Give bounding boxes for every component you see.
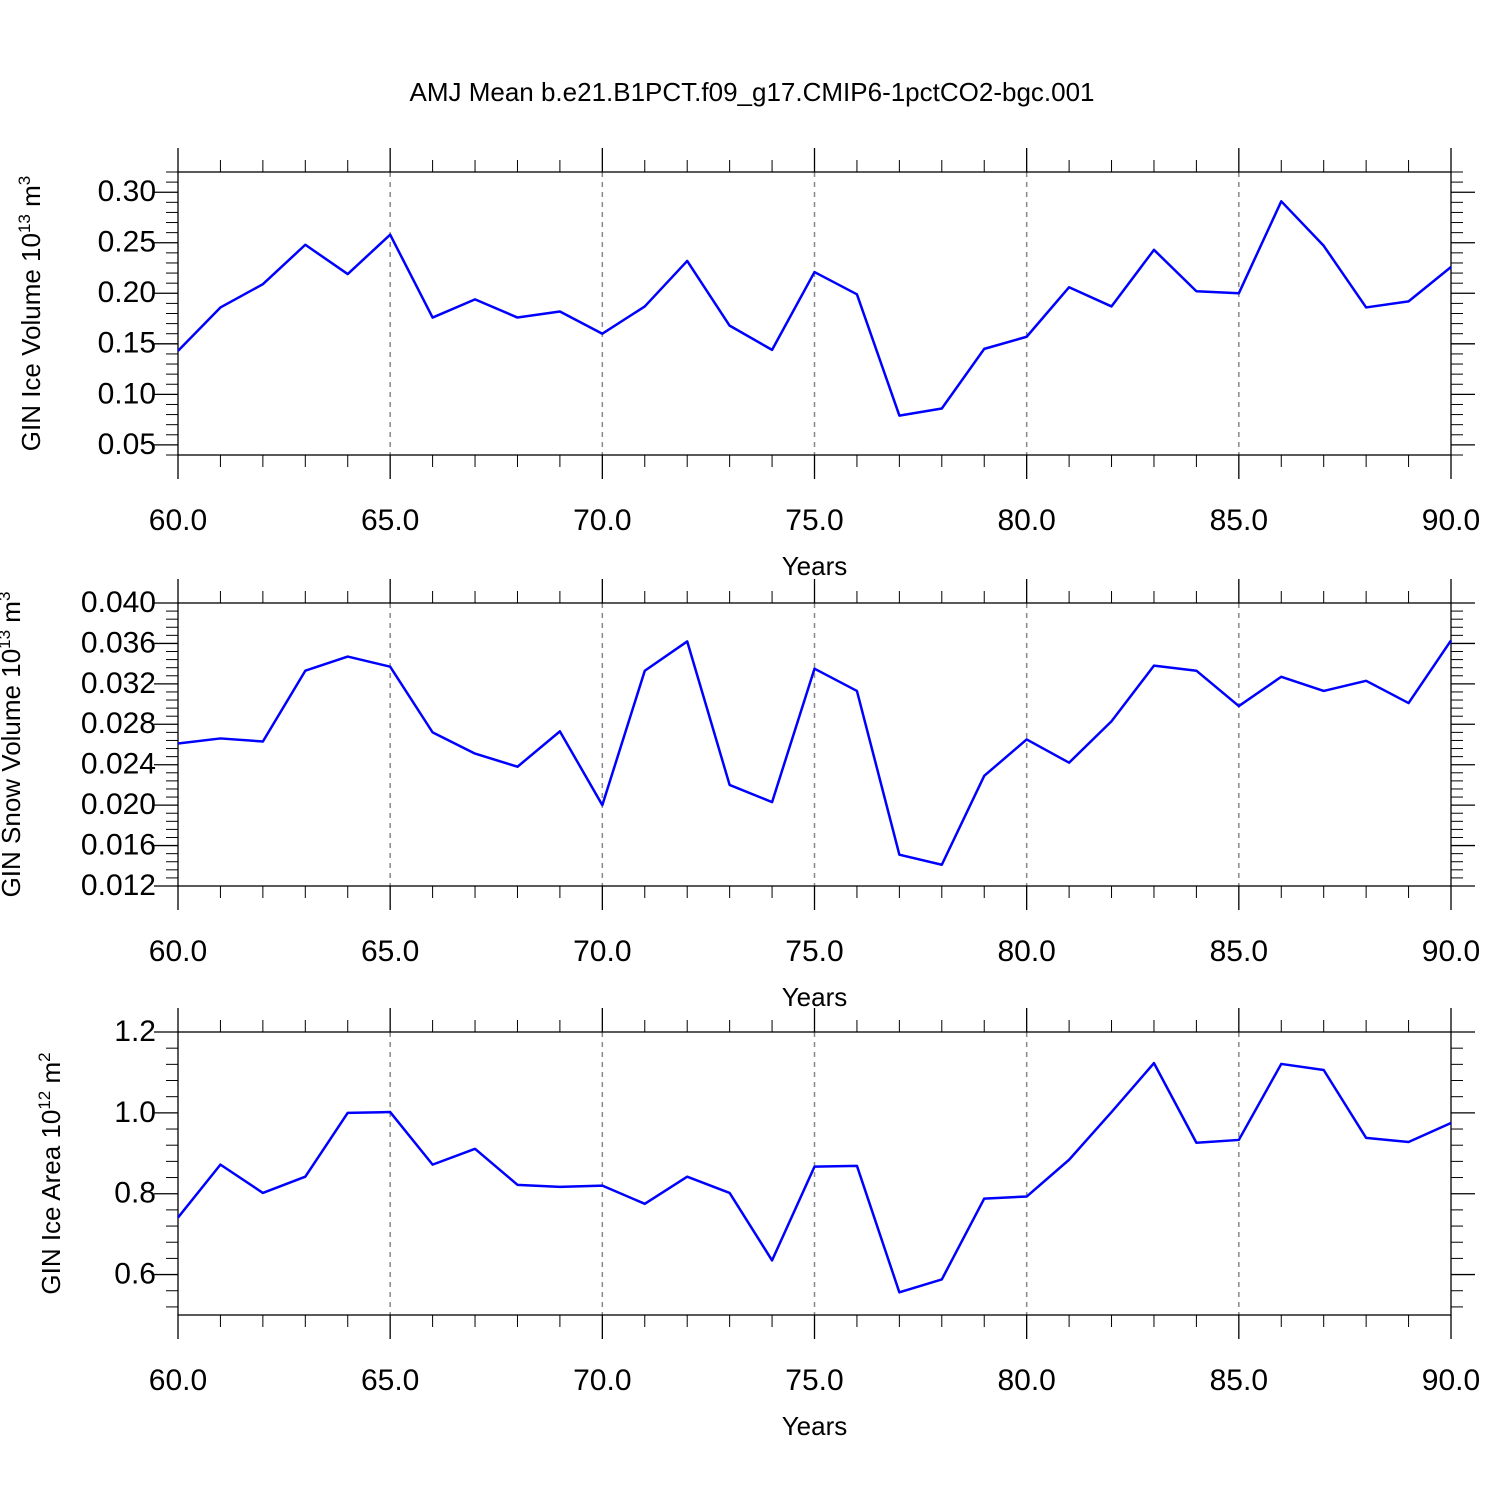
y-axis-label-superscript: 13 [0,630,14,649]
y-tick-label: 0.024 [81,748,156,781]
y-axis-label-superscript: 2 [35,1052,54,1061]
y-axis-label-part: m [36,1062,66,1091]
y-tick-label: 0.028 [81,707,156,740]
x-tick-label: 75.0 [785,1364,843,1397]
y-axis-label-part: GIN Ice Area 10 [36,1110,66,1295]
x-tick-label: 80.0 [997,935,1055,968]
y-axis-label-part: GIN Snow Volume 10 [0,649,26,898]
x-tick-label: 60.0 [149,935,207,968]
panel: 60.0 65.0 70.0 75.0 80.0 85.0 90.0 0.6 0.8 1.0 1.2… [35,1008,1480,1441]
data-line [177,1061,1452,1294]
x-tick-label: 60.0 [149,504,207,537]
x-tick-label: 90.0 [1422,1364,1480,1397]
y-tick-label: 1.0 [114,1096,156,1129]
x-tick-label: 90.0 [1422,504,1480,537]
x-tick-label: 70.0 [573,504,631,537]
x-tick-label: 70.0 [573,1364,631,1397]
data-line [177,200,1452,417]
x-tick-label: 85.0 [1210,504,1268,537]
x-tick-label: 85.0 [1210,935,1268,968]
y-axis-label-part: m [0,601,26,630]
x-tick-label: 85.0 [1210,1364,1268,1397]
x-tick-label: 80.0 [997,504,1055,537]
y-tick-label: 0.20 [98,276,156,309]
y-tick-label: 0.040 [81,586,156,619]
y-tick-label: 0.032 [81,667,156,700]
x-tick-label: 65.0 [361,504,419,537]
data-line [177,639,1453,867]
x-tick-label: 60.0 [149,1364,207,1397]
y-axis-label-part: m [16,185,46,214]
plot-frame [177,1031,1452,1316]
x-axis-label: Years [782,982,848,1012]
plot-frame [177,171,1452,456]
y-tick-label: 0.15 [98,327,156,360]
y-axis-label-superscript: 3 [15,176,34,185]
y-tick-label: 0.012 [81,869,156,902]
x-tick-label: 65.0 [361,1364,419,1397]
x-axis-label: Years [782,1411,848,1441]
y-axis-label-superscript: 12 [35,1091,54,1110]
panel: 60.0 65.0 70.0 75.0 80.0 85.0 90.0 0.05 0.10 0.15… [15,148,1480,581]
figure-title: AMJ Mean b.e21.B1PCT.f09_g17.CMIP6-1pctC… [409,77,1094,107]
y-tick-label: 0.020 [81,788,156,821]
x-tick-label: 65.0 [361,935,419,968]
x-tick-label: 80.0 [997,1364,1055,1397]
y-axis-label: GIN Ice Area 1012 m2 [35,1052,66,1294]
y-tick-label: 1.2 [114,1015,156,1048]
y-tick-label: 0.6 [114,1257,156,1290]
y-tick-label: 0.8 [114,1177,156,1210]
x-axis-label: Years [782,551,848,581]
panel: 60.0 65.0 70.0 75.0 80.0 85.0 90.0 0.012 0.016 0.… [0,579,1480,1012]
y-axis-label-part: GIN Ice Volume 10 [16,233,46,451]
y-axis-label-superscript: 3 [0,592,14,601]
y-tick-label: 0.30 [98,175,156,208]
x-tick-label: 75.0 [785,504,843,537]
y-axis-label: GIN Ice Volume 1013 m3 [15,176,46,452]
y-tick-label: 0.25 [98,226,156,259]
y-tick-label: 0.016 [81,828,156,861]
x-tick-label: 75.0 [785,935,843,968]
x-tick-label: 90.0 [1422,935,1480,968]
y-axis-label-superscript: 13 [15,214,34,233]
y-tick-label: 0.05 [98,428,156,461]
y-axis-label: GIN Snow Volume 1013 m3 [0,592,26,898]
y-tick-label: 0.036 [81,626,156,659]
y-tick-label: 0.10 [98,377,156,410]
plot-frame [177,602,1452,887]
x-tick-label: 70.0 [573,935,631,968]
